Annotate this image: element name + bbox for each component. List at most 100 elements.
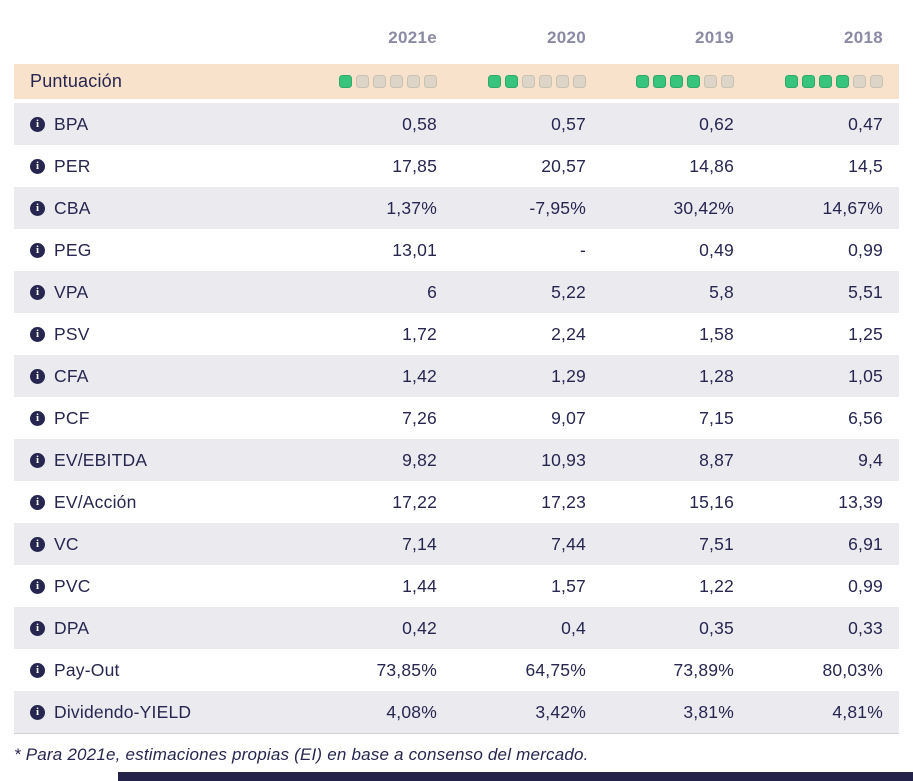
metric-label-cell: i EV/Acción xyxy=(14,492,305,513)
metric-row: i BPA 0,58 0,57 0,62 0,47 xyxy=(14,103,899,145)
score-square-active xyxy=(488,75,501,88)
metric-row: i EV/EBITDA 9,82 10,93 8,87 9,4 xyxy=(14,439,899,481)
info-circle-icon[interactable]: i xyxy=(30,494,45,510)
score-square-inactive xyxy=(373,75,386,88)
info-circle-icon[interactable]: i xyxy=(30,368,45,384)
metric-label: VPA xyxy=(54,281,89,302)
metric-value-2018: 6,56 xyxy=(848,407,883,428)
metric-value-2021e: 1,42 xyxy=(402,365,437,386)
metric-value-2018: 5,51 xyxy=(848,281,883,302)
metric-value-2021e: 17,85 xyxy=(392,155,437,176)
metric-row: i DPA 0,42 0,4 0,35 0,33 xyxy=(14,607,899,649)
metric-value-2019: 0,62 xyxy=(699,113,734,134)
info-circle-icon[interactable]: i xyxy=(30,158,45,174)
info-circle-icon[interactable]: i xyxy=(30,284,45,300)
metric-value-2020: -7,95% xyxy=(529,197,586,218)
metric-label: EV/EBITDA xyxy=(54,449,148,470)
score-square-active xyxy=(836,75,849,88)
metric-label: BPA xyxy=(54,113,89,134)
score-square-active xyxy=(653,75,666,88)
metric-value-2020: 9,07 xyxy=(551,407,586,428)
info-circle-icon[interactable]: i xyxy=(30,662,45,678)
metric-label-cell: i PSV xyxy=(14,324,305,345)
metric-value-2019: 8,87 xyxy=(699,449,734,470)
metric-label-cell: i CFA xyxy=(14,366,305,387)
score-squares-2019 xyxy=(602,75,750,88)
metric-value-2021e: 6 xyxy=(427,281,437,302)
metric-label-cell: i BPA xyxy=(14,114,305,135)
score-square-inactive xyxy=(853,75,866,88)
metric-value-2018: 0,99 xyxy=(848,239,883,260)
score-squares-2021e xyxy=(305,75,453,88)
column-header-2018: 2018 xyxy=(843,28,883,47)
info-circle-icon[interactable]: i xyxy=(30,200,45,216)
metric-value-2018: 14,5 xyxy=(848,155,883,176)
metric-value-2021e: 7,26 xyxy=(402,407,437,428)
metric-value-2020: 0,57 xyxy=(551,113,586,134)
metric-label-cell: i VPA xyxy=(14,282,305,303)
metric-value-2020: 0,4 xyxy=(561,617,586,638)
info-circle-icon[interactable]: i xyxy=(30,116,45,132)
metric-value-2019: 73,89% xyxy=(673,659,734,680)
column-header-2020: 2020 xyxy=(546,28,586,47)
metric-label: EV/Acción xyxy=(54,491,137,512)
metric-value-2021e: 13,01 xyxy=(392,239,437,260)
score-square-inactive xyxy=(721,75,734,88)
info-circle-icon[interactable]: i xyxy=(30,578,45,594)
metric-label: PEG xyxy=(54,239,92,260)
score-square-inactive xyxy=(573,75,586,88)
score-square-inactive xyxy=(522,75,535,88)
metric-value-2020: 17,23 xyxy=(541,491,586,512)
metric-value-2020: 1,57 xyxy=(551,575,586,596)
score-square-active xyxy=(505,75,518,88)
info-circle-icon[interactable]: i xyxy=(30,410,45,426)
metric-value-2018: 1,25 xyxy=(848,323,883,344)
metric-value-2018: 0,47 xyxy=(848,113,883,134)
metric-value-2018: 6,91 xyxy=(848,533,883,554)
metric-value-2019: 7,51 xyxy=(699,533,734,554)
metric-value-2021e: 4,08% xyxy=(386,701,437,722)
score-square-inactive xyxy=(539,75,552,88)
score-squares-2020 xyxy=(453,75,602,88)
metric-label-cell: i CBA xyxy=(14,198,305,219)
metric-value-2018: 13,39 xyxy=(838,491,883,512)
metric-value-2021e: 7,14 xyxy=(402,533,437,554)
info-circle-icon[interactable]: i xyxy=(30,452,45,468)
metric-row: i PSV 1,72 2,24 1,58 1,25 xyxy=(14,313,899,355)
metric-label: Dividendo-YIELD xyxy=(54,701,192,722)
metric-value-2019: 3,81% xyxy=(683,701,734,722)
metric-value-2019: 14,86 xyxy=(689,155,734,176)
info-circle-icon[interactable]: i xyxy=(30,326,45,342)
score-square-inactive xyxy=(390,75,403,88)
metric-label: PVC xyxy=(54,575,91,596)
metric-label: Pay-Out xyxy=(54,659,120,680)
metrics-table: 2021e 2020 2019 2018 Puntuación i BPA 0,… xyxy=(14,0,899,734)
info-circle-icon[interactable]: i xyxy=(30,536,45,552)
bottom-partial-element-bar xyxy=(118,772,913,781)
metric-label: CBA xyxy=(54,197,91,218)
metric-value-2021e: 1,72 xyxy=(402,323,437,344)
info-circle-icon[interactable]: i xyxy=(30,704,45,720)
metric-row: i CBA 1,37% -7,95% 30,42% 14,67% xyxy=(14,187,899,229)
score-square-active xyxy=(636,75,649,88)
metric-label: VC xyxy=(54,533,79,554)
metric-value-2021e: 1,44 xyxy=(402,575,437,596)
score-square-inactive xyxy=(870,75,883,88)
metric-label: PSV xyxy=(54,323,90,344)
info-circle-icon[interactable]: i xyxy=(30,242,45,258)
metric-label-cell: i PVC xyxy=(14,576,305,597)
metric-value-2018: 14,67% xyxy=(822,197,883,218)
score-square-inactive xyxy=(356,75,369,88)
score-square-active xyxy=(687,75,700,88)
metric-value-2018: 1,05 xyxy=(848,365,883,386)
metric-row: i PCF 7,26 9,07 7,15 6,56 xyxy=(14,397,899,439)
info-circle-icon[interactable]: i xyxy=(30,620,45,636)
metric-value-2018: 9,4 xyxy=(858,449,883,470)
metric-label-cell: i PCF xyxy=(14,408,305,429)
metric-value-2019: 5,8 xyxy=(709,281,734,302)
score-square-active xyxy=(802,75,815,88)
metric-row: i VC 7,14 7,44 7,51 6,91 xyxy=(14,523,899,565)
metric-value-2020: 20,57 xyxy=(541,155,586,176)
metric-label-cell: i PEG xyxy=(14,240,305,261)
